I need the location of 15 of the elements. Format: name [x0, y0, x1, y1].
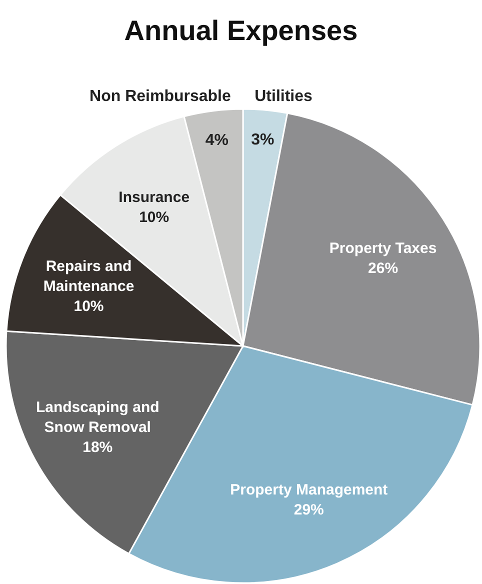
slice-label: Property Management [230, 481, 388, 498]
chart-title: Annual Expenses [124, 15, 358, 46]
data-label: 10% [139, 208, 170, 226]
data-label: 3% [251, 131, 274, 148]
data-label: 29% [294, 501, 324, 518]
data-label: 10% [74, 298, 104, 315]
data-label: 4% [205, 132, 228, 150]
slice-label: Property Taxes [329, 240, 437, 258]
slice-label: Landscaping and Snow Removal [36, 398, 160, 436]
slice-label: Insurance [118, 188, 190, 206]
data-label: 26% [368, 260, 398, 278]
slice-label: Repairs and Maintenance [43, 258, 134, 295]
slice-label: Utilities [254, 88, 313, 105]
slice-label: Non Reimbursable [90, 88, 231, 105]
data-label: 18% [82, 438, 113, 456]
